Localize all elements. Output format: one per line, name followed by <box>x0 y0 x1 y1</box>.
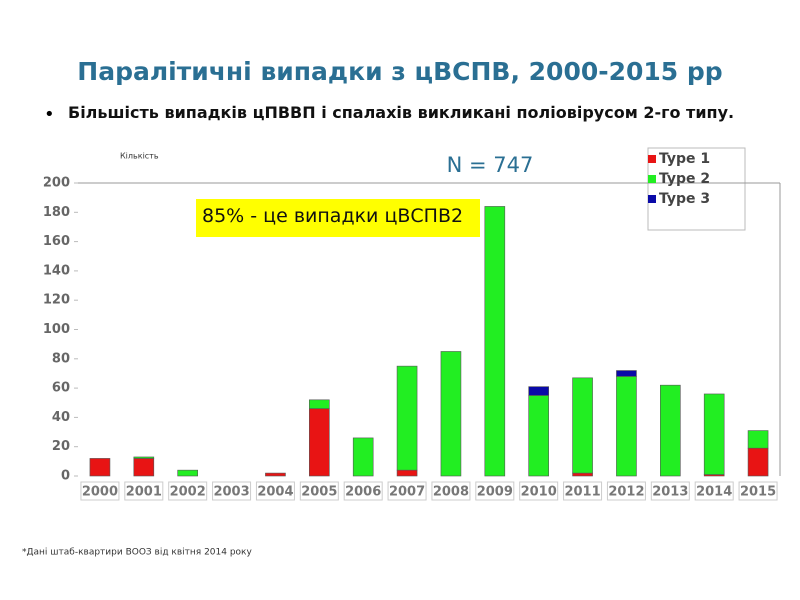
x-tick-label: 2002 <box>170 485 206 500</box>
y-tick-label: 180 <box>43 205 70 220</box>
bar-segment <box>177 469 198 477</box>
x-tick-label: 2005 <box>301 485 337 500</box>
bar-segment <box>309 408 330 477</box>
x-tick-label: 2013 <box>652 485 688 500</box>
bar-segment <box>572 472 593 477</box>
bar-segment <box>747 430 769 449</box>
legend-swatch <box>648 175 656 183</box>
bullet-text: Більшість випадків цПВВП і спалахів викл… <box>68 103 735 122</box>
bar-segment <box>528 395 549 477</box>
bar-segment <box>660 384 681 477</box>
legend-label: Type 1 <box>659 151 710 167</box>
bar-segment <box>352 437 374 477</box>
x-tick-box <box>212 481 252 501</box>
x-tick-box <box>343 481 383 501</box>
x-tick-box <box>519 481 559 501</box>
y-tick-label: 20 <box>52 439 70 454</box>
chart-title: Паралітичні випадки з цВСПВ, 2000-2015 р… <box>77 57 722 86</box>
x-tick-box <box>387 481 427 501</box>
x-tick-box <box>255 481 295 501</box>
x-tick-label: 2010 <box>521 485 557 500</box>
legend-swatch <box>648 195 656 203</box>
y-tick-label: 160 <box>43 234 70 249</box>
bar-segment <box>528 386 549 396</box>
x-tick-box <box>431 481 471 501</box>
x-tick-label: 2007 <box>389 485 425 500</box>
bar-segment <box>484 206 506 477</box>
bar-segment <box>89 458 111 477</box>
x-tick-label: 2003 <box>213 485 249 500</box>
n-label: N = 747 <box>447 153 534 177</box>
x-tick-box <box>475 481 515 501</box>
bar-segment <box>703 393 725 475</box>
x-tick-label: 2008 <box>433 485 469 500</box>
x-tick-box <box>124 481 164 501</box>
bar-segment <box>616 370 637 377</box>
bar-segment <box>133 458 155 477</box>
y-tick-label: 0 <box>61 469 70 484</box>
x-tick-label: 2015 <box>740 485 776 500</box>
x-tick-box <box>694 481 734 501</box>
x-tick-box <box>299 481 339 501</box>
x-tick-label: 2006 <box>345 485 381 500</box>
annotation: 85% - це випадки цВСПВ2 <box>196 199 480 237</box>
bar-segment <box>440 351 462 477</box>
x-tick-box <box>563 481 603 501</box>
x-tick-label: 2009 <box>477 485 513 500</box>
x-tick-label: 2011 <box>564 485 600 500</box>
x-tick-box <box>606 481 646 501</box>
y-tick-label: 40 <box>52 410 70 425</box>
footnote: *Дані штаб-квартири ВООЗ від квітня 2014… <box>22 548 252 558</box>
x-tick-label: 2012 <box>608 485 644 500</box>
bar-segment <box>747 447 769 477</box>
x-tick-box <box>650 481 690 501</box>
x-tick-box <box>168 481 208 501</box>
bar-segment <box>396 469 418 477</box>
x-tick-label: 2004 <box>257 485 293 500</box>
y-axis-label: Кількість <box>120 152 159 161</box>
y-tick-label: 120 <box>43 293 70 308</box>
x-tick-label: 2014 <box>696 485 732 500</box>
y-tick-label: 80 <box>52 351 70 366</box>
legend-label: Type 3 <box>659 191 710 207</box>
x-tick-box <box>738 481 778 501</box>
bar-segment <box>572 377 593 474</box>
y-tick-label: 60 <box>52 381 70 396</box>
y-tick-label: 200 <box>43 176 70 191</box>
bar-segment <box>133 456 155 459</box>
bullet-dot: • <box>44 104 55 125</box>
legend-swatch <box>648 155 656 163</box>
bar-segment <box>265 472 286 477</box>
x-tick-label: 2001 <box>126 485 162 500</box>
bar-segment <box>309 399 330 409</box>
y-tick-label: 140 <box>43 263 70 278</box>
x-tick-label: 2000 <box>82 485 118 500</box>
legend-box <box>647 147 746 231</box>
bar-segment <box>616 376 637 477</box>
y-tick-label: 100 <box>43 322 70 337</box>
bar-segment <box>396 365 418 471</box>
legend-label: Type 2 <box>659 171 710 187</box>
x-tick-box <box>80 481 120 501</box>
